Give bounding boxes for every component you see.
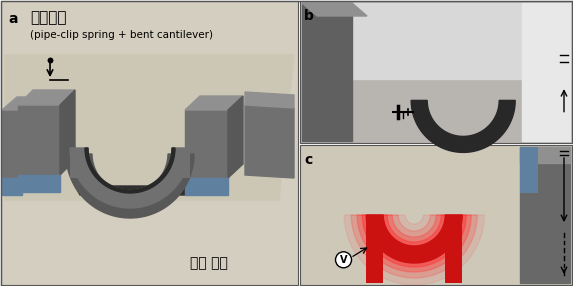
Polygon shape — [302, 147, 522, 283]
Polygon shape — [5, 55, 294, 200]
Bar — [366, 222, 383, 283]
Text: (pipe-clip spring + bent cantilever): (pipe-clip spring + bent cantilever) — [30, 30, 213, 40]
Polygon shape — [302, 3, 352, 141]
Bar — [1, 1, 298, 285]
Bar — [300, 1, 572, 143]
Bar — [445, 222, 462, 283]
Polygon shape — [2, 97, 37, 110]
Polygon shape — [351, 215, 477, 278]
Polygon shape — [366, 215, 462, 263]
Text: c: c — [304, 153, 312, 167]
Circle shape — [336, 252, 351, 268]
Polygon shape — [2, 178, 22, 195]
Polygon shape — [302, 3, 367, 16]
Polygon shape — [18, 105, 60, 175]
Polygon shape — [522, 3, 570, 141]
Bar — [172, 148, 190, 178]
Polygon shape — [18, 90, 75, 105]
Polygon shape — [70, 148, 190, 208]
Text: 하부 전극: 하부 전극 — [190, 256, 228, 270]
Polygon shape — [2, 110, 22, 178]
Polygon shape — [60, 90, 75, 175]
Polygon shape — [245, 105, 294, 178]
Polygon shape — [185, 178, 228, 195]
Polygon shape — [520, 147, 570, 163]
Polygon shape — [75, 186, 220, 195]
Text: a: a — [8, 12, 18, 26]
Polygon shape — [245, 92, 294, 108]
Polygon shape — [362, 215, 466, 267]
Bar — [520, 147, 538, 193]
Polygon shape — [85, 148, 175, 193]
Polygon shape — [66, 154, 194, 218]
Polygon shape — [411, 100, 515, 152]
Polygon shape — [520, 147, 570, 283]
Text: V: V — [340, 255, 347, 265]
Polygon shape — [228, 96, 243, 178]
Polygon shape — [185, 110, 228, 178]
Bar — [300, 145, 572, 285]
Polygon shape — [344, 215, 484, 285]
Polygon shape — [302, 3, 570, 79]
Text: b: b — [304, 9, 314, 23]
Text: 상부전극: 상부전극 — [30, 10, 66, 25]
Polygon shape — [18, 175, 60, 192]
Polygon shape — [185, 96, 243, 110]
Bar — [70, 148, 88, 178]
Polygon shape — [357, 215, 471, 272]
